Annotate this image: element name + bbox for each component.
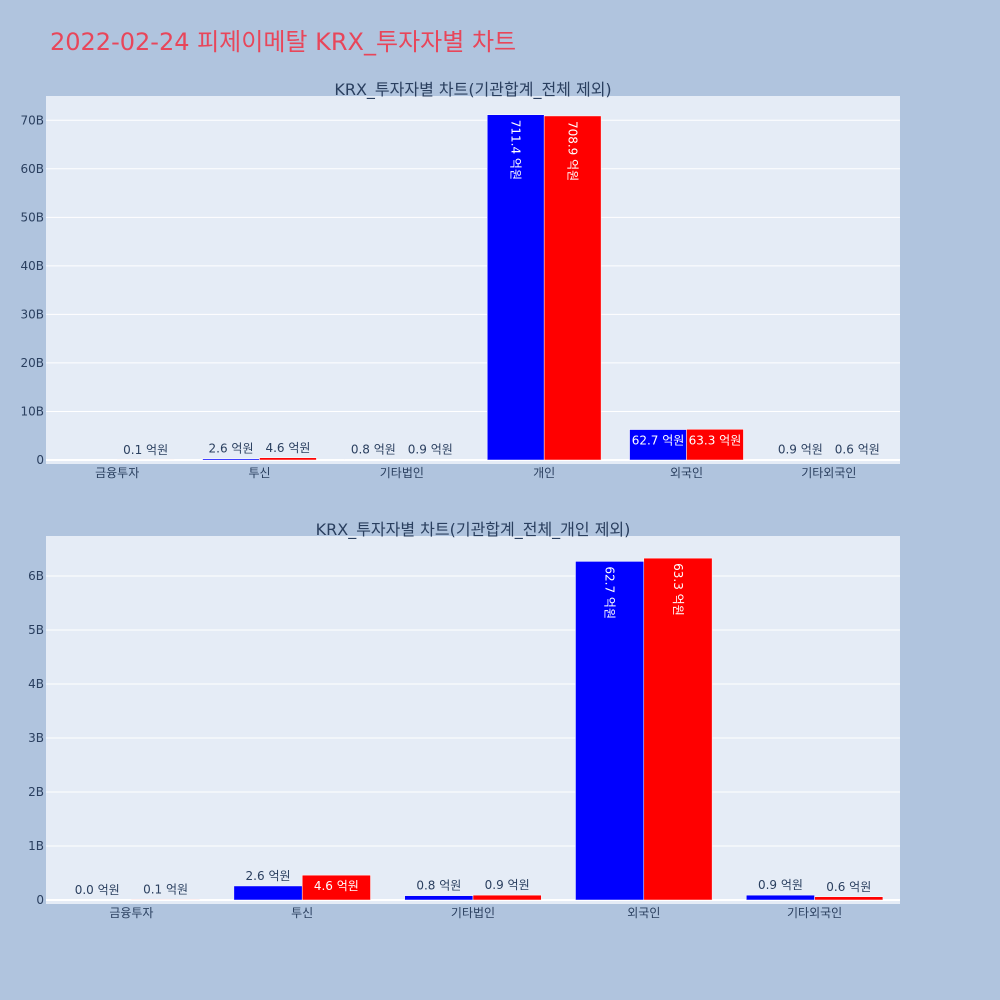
x-tick-label: 투신 xyxy=(291,906,313,920)
y-tick-label: 1B xyxy=(28,839,44,853)
data-label: 0.1 억원 xyxy=(123,443,168,457)
bar xyxy=(543,115,602,461)
plot-area xyxy=(46,96,900,464)
data-label: 62.7 억원 xyxy=(603,566,617,619)
chart-title: KRX_투자자별 차트(기관합계_전체_개인 제외) xyxy=(316,520,631,540)
y-tick-label: 0 xyxy=(36,453,44,467)
data-label: 0.9 억원 xyxy=(408,443,453,457)
bar xyxy=(686,429,744,461)
y-tick-label: 2B xyxy=(28,785,44,799)
x-tick-label: 외국인 xyxy=(627,906,660,920)
data-label: 0.8 억원 xyxy=(351,443,396,457)
data-label: 711.4 억원 xyxy=(509,120,523,180)
page-title: 2022-02-24 피제이메탈 KRX_투자자별 차트 xyxy=(50,28,517,56)
y-tick-label: 10B xyxy=(20,404,44,418)
data-label: 0.9 억원 xyxy=(758,878,803,892)
bar xyxy=(629,429,687,461)
data-label: 0.1 억원 xyxy=(143,882,188,896)
bar xyxy=(131,899,200,901)
y-tick-label: 70B xyxy=(20,113,44,127)
x-tick-label: 금융투자 xyxy=(109,906,153,920)
data-label: 708.9 억원 xyxy=(566,121,580,181)
bar xyxy=(643,557,713,901)
bar xyxy=(202,458,260,461)
bar xyxy=(233,885,303,901)
data-label: 4.6 억원 xyxy=(314,879,359,893)
bar xyxy=(575,561,645,901)
x-tick-label: 투신 xyxy=(248,466,270,480)
y-tick-label: 5B xyxy=(28,623,44,637)
y-tick-label: 0 xyxy=(36,893,44,907)
y-tick-label: 30B xyxy=(20,307,44,321)
x-tick-label: 기타외국인 xyxy=(801,466,856,480)
bar xyxy=(746,894,815,901)
bar xyxy=(259,457,317,461)
bar xyxy=(404,895,474,901)
y-tick-label: 50B xyxy=(20,210,44,224)
y-tick-label: 20B xyxy=(20,356,44,370)
data-label: 0.8 억원 xyxy=(416,879,461,893)
chart-2: 0 1B 2B 3B 4B 5B 6B KRX_투자자별 차트(기관합계_전체_개인 제외) 금… xyxy=(28,520,900,920)
y-tick-label: 3B xyxy=(28,731,44,745)
data-label: 0.9 억원 xyxy=(778,443,823,457)
data-label: 0.9 억원 xyxy=(485,878,530,892)
x-tick-label: 외국인 xyxy=(670,466,703,480)
y-tick-label: 4B xyxy=(28,677,44,691)
data-label: 63.3 억원 xyxy=(689,433,742,447)
y-tick-label: 6B xyxy=(28,569,44,583)
data-label: 62.7 억원 xyxy=(632,434,685,448)
data-label: 0.6 억원 xyxy=(835,443,880,457)
x-tick-label: 개인 xyxy=(533,466,555,480)
data-label: 4.6 억원 xyxy=(265,441,310,455)
chart-1: 0 10B 20B 30B 40B 50B 60B 70B KRX_투자자별 차트(기관합계_전… xyxy=(20,80,900,480)
x-tick-label: 금융투자 xyxy=(95,466,139,480)
data-label: 0.6 억원 xyxy=(826,880,871,894)
data-label: 0.0 억원 xyxy=(75,883,120,897)
bar xyxy=(814,896,884,901)
x-tick-label: 기타법인 xyxy=(380,466,424,480)
bar xyxy=(472,894,542,901)
data-label: 2.6 억원 xyxy=(246,869,291,883)
x-tick-label: 기타법인 xyxy=(451,906,495,920)
bar xyxy=(486,114,545,461)
chart-title: KRX_투자자별 차트(기관합계_전체 제외) xyxy=(334,80,611,100)
data-label: 63.3 억원 xyxy=(671,563,685,616)
y-tick-label: 40B xyxy=(20,259,44,273)
y-tick-label: 60B xyxy=(20,162,44,176)
plot-area xyxy=(46,536,900,904)
x-tick-label: 기타외국인 xyxy=(787,906,842,920)
data-label: 2.6 억원 xyxy=(209,442,254,456)
bar xyxy=(301,874,371,901)
